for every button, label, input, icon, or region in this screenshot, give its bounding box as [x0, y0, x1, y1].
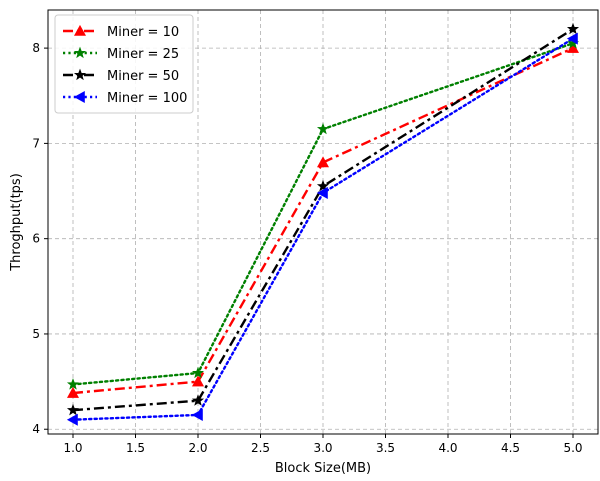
x-axis: 1.0 1.5 2.0 2.5 3.0 3.5 4.0 4.5 5.0	[63, 434, 583, 455]
data-point	[191, 394, 205, 406]
data-point	[316, 186, 328, 199]
legend-swatch-marker	[73, 46, 87, 59]
series-line	[71, 42, 575, 386]
x-axis-label: Block Size(MB)	[275, 461, 371, 476]
y-tick-label: 5	[32, 327, 40, 341]
grid	[48, 10, 598, 434]
legend-box	[54, 14, 194, 114]
data-point	[66, 413, 78, 426]
series-line	[71, 37, 575, 421]
y-axis: 4 5 6 7 8	[32, 41, 48, 436]
x-tick-label: 1.5	[126, 441, 145, 455]
x-tick-label: 5.0	[563, 441, 582, 455]
data-point	[566, 22, 580, 35]
y-tick-label: 7	[32, 136, 40, 150]
data-point	[191, 408, 203, 421]
x-tick-label: 4.5	[501, 441, 520, 455]
legend-swatch-marker	[73, 24, 87, 36]
data-point	[316, 156, 330, 168]
series-markers	[66, 22, 580, 426]
data-point	[566, 32, 578, 45]
legend: Miner = 10 Miner = 25 Miner = 50 Miner = 10…	[54, 14, 194, 114]
legend-swatch-marker	[73, 90, 85, 104]
y-axis-label: Throghput(tps)	[9, 173, 24, 272]
data-point	[191, 366, 205, 379]
x-tick-label: 2.0	[188, 441, 207, 455]
x-tick-label: 2.5	[251, 441, 270, 455]
legend-label: Miner = 10	[107, 25, 179, 40]
y-tick-label: 6	[32, 232, 40, 246]
data-point	[66, 386, 80, 398]
legend-label: Miner = 50	[107, 69, 179, 84]
series-lines	[71, 28, 575, 421]
legend-label: Miner = 100	[107, 91, 187, 106]
y-tick-label: 4	[32, 422, 40, 436]
legend-swatch-marker	[73, 68, 87, 81]
y-tick-label: 8	[32, 41, 40, 55]
data-point	[316, 179, 330, 192]
data-point	[66, 378, 80, 390]
x-tick-label: 1.0	[63, 441, 82, 455]
data-point	[191, 375, 205, 387]
x-tick-label: 3.0	[313, 441, 332, 455]
x-tick-label: 4.0	[438, 441, 457, 455]
data-point	[66, 403, 80, 416]
legend-label: Miner = 25	[107, 47, 179, 62]
x-tick-label: 3.5	[376, 441, 395, 455]
data-point	[316, 122, 330, 135]
